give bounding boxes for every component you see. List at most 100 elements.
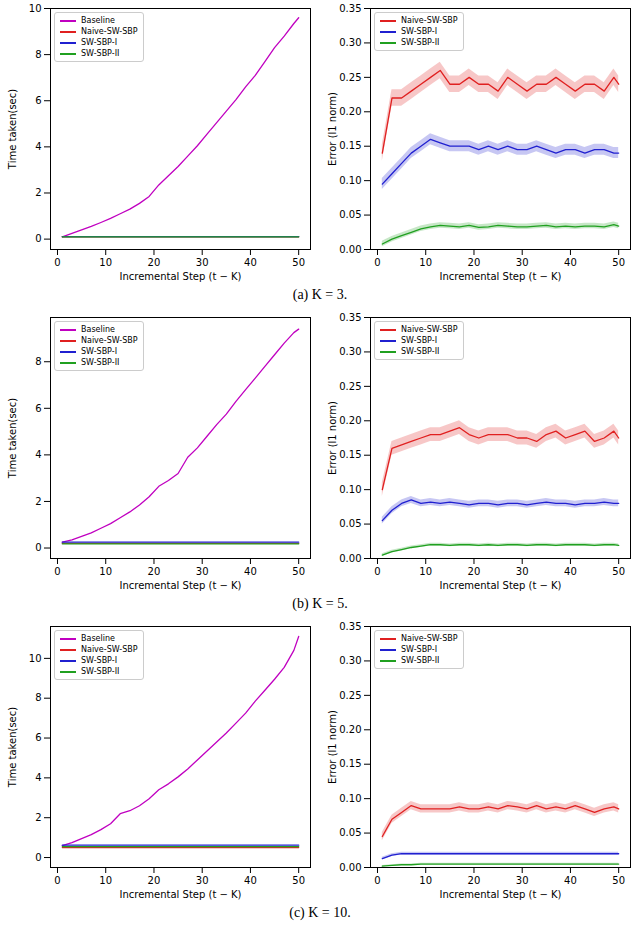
svg-text:0: 0 (35, 233, 41, 244)
svg-text:20: 20 (148, 257, 161, 268)
svg-text:20: 20 (468, 566, 481, 577)
html-text:SW-SBP-II: SW-SBP-II (81, 49, 120, 58)
svg-text:6: 6 (35, 732, 41, 743)
svg-text:50: 50 (612, 566, 625, 577)
svg-text:40: 40 (244, 566, 257, 577)
svg-text:0.30: 0.30 (339, 346, 361, 357)
svg-text:0.35: 0.35 (339, 621, 361, 632)
svg-text:0.10: 0.10 (339, 793, 361, 804)
svg-text:Incremental Step (t − K): Incremental Step (t − K) (119, 580, 241, 591)
svg-text:0.00: 0.00 (339, 862, 361, 873)
svg-text:Time taken(sec): Time taken(sec) (7, 398, 18, 479)
svg-text:30: 30 (516, 875, 529, 886)
svg-text:Time taken(sec): Time taken(sec) (7, 89, 18, 170)
svg-text:30: 30 (516, 566, 529, 577)
svg-text:0.10: 0.10 (339, 484, 361, 495)
svg-text:0: 0 (374, 875, 380, 886)
svg-text:0.25: 0.25 (339, 381, 361, 392)
svg-text:20: 20 (148, 875, 161, 886)
svg-text:4: 4 (35, 772, 41, 783)
svg-text:50: 50 (292, 875, 305, 886)
html-text:Baseline: Baseline (81, 325, 115, 334)
svg-text:Time taken(sec): Time taken(sec) (7, 707, 18, 788)
html-text:SW-SBP-I: SW-SBP-I (401, 27, 437, 36)
svg-text:0: 0 (54, 566, 60, 577)
svg-text:30: 30 (196, 875, 209, 886)
svg-text:0: 0 (35, 852, 41, 863)
svg-text:40: 40 (244, 257, 257, 268)
svg-text:4: 4 (35, 141, 41, 152)
svg-text:0: 0 (54, 257, 60, 268)
svg-text:0.20: 0.20 (339, 106, 361, 117)
html-text:Baseline: Baseline (81, 16, 115, 25)
svg-text:10: 10 (99, 257, 112, 268)
svg-text:0.35: 0.35 (339, 312, 361, 323)
svg-text:20: 20 (148, 566, 161, 577)
svg-text:0.05: 0.05 (339, 827, 361, 838)
svg-text:8: 8 (35, 49, 41, 60)
svg-text:20: 20 (468, 875, 481, 886)
svg-text:Incremental Step (t − K): Incremental Step (t − K) (119, 889, 241, 900)
svg-text:0.30: 0.30 (339, 37, 361, 48)
svg-text:6: 6 (35, 403, 41, 414)
svg-text:Incremental Step (t − K): Incremental Step (t − K) (439, 889, 561, 900)
svg-text:6: 6 (35, 95, 41, 106)
svg-text:0: 0 (374, 257, 380, 268)
svg-text:50: 50 (292, 257, 305, 268)
svg-text:Incremental Step (t − K): Incremental Step (t − K) (119, 271, 241, 282)
html-text:Naive-SW-SBP: Naive-SW-SBP (401, 16, 458, 25)
svg-text:10: 10 (419, 875, 432, 886)
svg-text:40: 40 (564, 257, 577, 268)
svg-text:8: 8 (35, 692, 41, 703)
svg-text:Incremental Step (t − K): Incremental Step (t − K) (439, 271, 561, 282)
svg-text:0.10: 0.10 (339, 175, 361, 186)
svg-text:30: 30 (196, 566, 209, 577)
svg-text:Incremental Step (t − K): Incremental Step (t − K) (439, 580, 561, 591)
svg-text:Error (l1 norm): Error (l1 norm) (327, 710, 338, 784)
svg-text:30: 30 (516, 257, 529, 268)
svg-text:10: 10 (99, 566, 112, 577)
svg-text:0.00: 0.00 (339, 244, 361, 255)
svg-text:0: 0 (54, 875, 60, 886)
svg-text:20: 20 (468, 257, 481, 268)
svg-text:0.05: 0.05 (339, 209, 361, 220)
svg-text:2: 2 (35, 496, 41, 507)
html-text:SW-SBP-II: SW-SBP-II (401, 38, 440, 47)
svg-text:0.30: 0.30 (339, 655, 361, 666)
svg-text:10: 10 (419, 257, 432, 268)
svg-text:30: 30 (196, 257, 209, 268)
svg-text:Error (l1 norm): Error (l1 norm) (327, 92, 338, 166)
svg-text:0.35: 0.35 (339, 3, 361, 14)
html-text:(c) K = 10.: (c) K = 10. (289, 905, 351, 920)
svg-text:40: 40 (564, 875, 577, 886)
html-text:(a) K = 3.: (a) K = 3. (292, 287, 348, 302)
svg-text:0.20: 0.20 (339, 415, 361, 426)
svg-text:10: 10 (99, 875, 112, 886)
svg-text:40: 40 (244, 875, 257, 886)
svg-text:0: 0 (35, 542, 41, 553)
svg-text:0.05: 0.05 (339, 518, 361, 529)
html-text:(b) K = 5.: (b) K = 5. (292, 596, 348, 611)
svg-text:0: 0 (374, 566, 380, 577)
html-text:Naive-SW-SBP: Naive-SW-SBP (81, 27, 138, 36)
svg-text:40: 40 (564, 566, 577, 577)
svg-text:10: 10 (419, 566, 432, 577)
svg-text:0.25: 0.25 (339, 72, 361, 83)
svg-text:10: 10 (29, 3, 42, 14)
svg-text:0.00: 0.00 (339, 553, 361, 564)
svg-text:Error (l1 norm): Error (l1 norm) (327, 401, 338, 475)
svg-text:50: 50 (612, 875, 625, 886)
svg-text:0.15: 0.15 (339, 758, 361, 769)
svg-text:2: 2 (35, 812, 41, 823)
svg-text:0.25: 0.25 (339, 690, 361, 701)
svg-text:50: 50 (612, 257, 625, 268)
svg-text:2: 2 (35, 187, 41, 198)
html-text:SW-SBP-I: SW-SBP-I (81, 38, 117, 47)
svg-text:0.20: 0.20 (339, 724, 361, 735)
svg-text:0.15: 0.15 (339, 140, 361, 151)
svg-text:4: 4 (35, 449, 41, 460)
svg-text:8: 8 (35, 356, 41, 367)
svg-text:0.15: 0.15 (339, 449, 361, 460)
svg-text:50: 50 (292, 566, 305, 577)
svg-text:10: 10 (29, 653, 42, 664)
